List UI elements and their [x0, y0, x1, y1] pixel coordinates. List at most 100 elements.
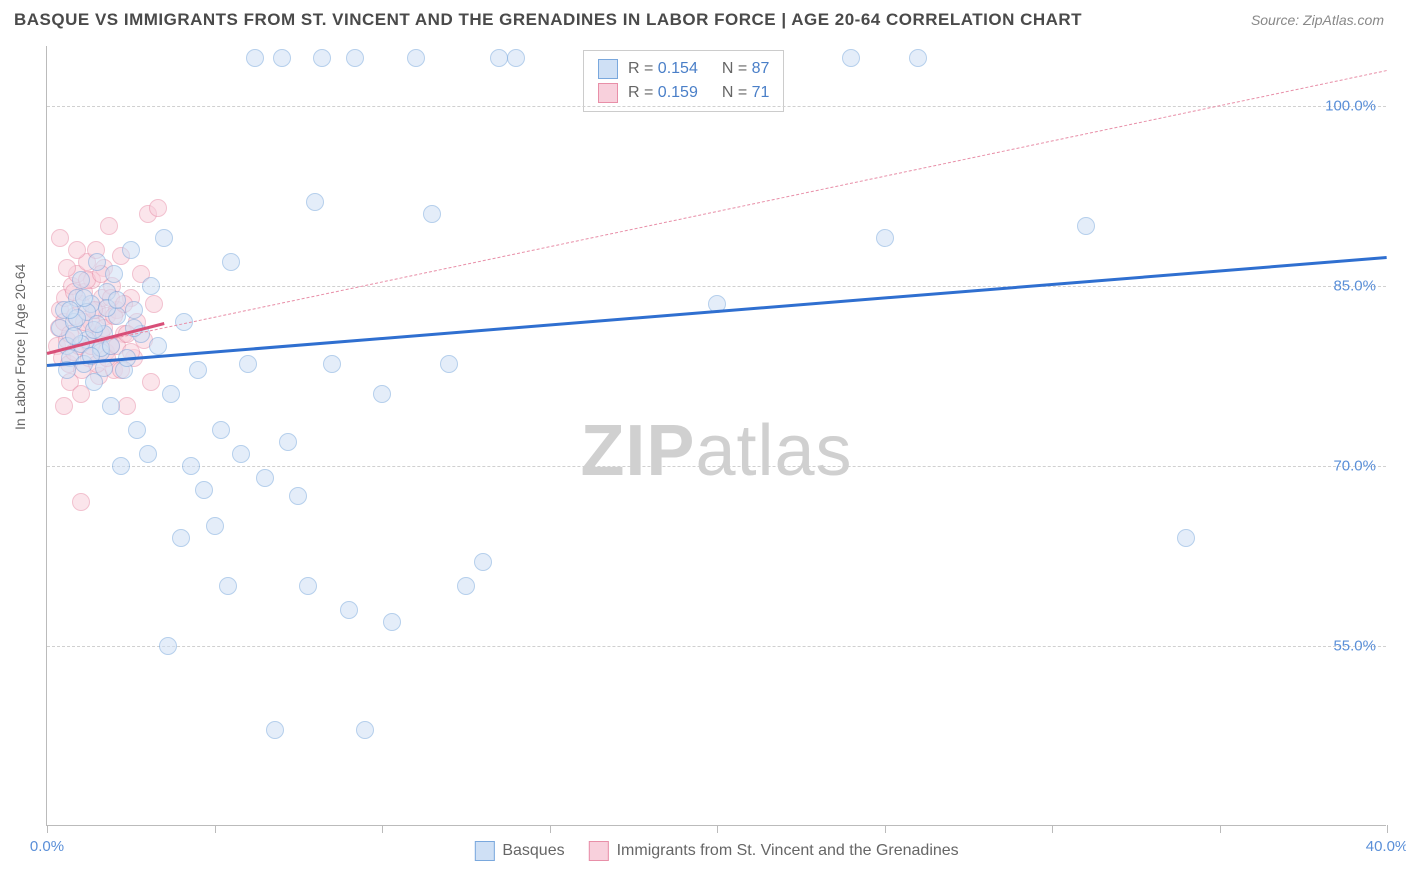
- data-point: [155, 229, 173, 247]
- source-label: Source: ZipAtlas.com: [1251, 12, 1384, 28]
- r-label: R = 0.154: [628, 60, 698, 78]
- x-tick: [717, 825, 718, 833]
- swatch-icon: [598, 83, 618, 103]
- legend-item-immigrants: Immigrants from St. Vincent and the Gren…: [589, 841, 959, 861]
- swatch-icon: [598, 59, 618, 79]
- data-point: [876, 229, 894, 247]
- data-point: [507, 49, 525, 67]
- x-tick: [550, 825, 551, 833]
- data-point: [407, 49, 425, 67]
- x-tick: [47, 825, 48, 833]
- y-tick-label: 55.0%: [1333, 638, 1376, 655]
- data-point: [142, 277, 160, 295]
- y-tick-label: 100.0%: [1325, 98, 1376, 115]
- data-point: [356, 721, 374, 739]
- data-point: [440, 355, 458, 373]
- data-point: [68, 241, 86, 259]
- legend-item-basques: Basques: [474, 841, 564, 861]
- data-point: [55, 397, 73, 415]
- data-point: [105, 265, 123, 283]
- series-legend: Basques Immigrants from St. Vincent and …: [474, 841, 958, 861]
- trend-line: [47, 256, 1387, 367]
- data-point: [222, 253, 240, 271]
- data-point: [289, 487, 307, 505]
- data-point: [122, 241, 140, 259]
- data-point: [145, 295, 163, 313]
- data-point: [108, 291, 126, 309]
- gridline: [47, 106, 1386, 107]
- legend-label: Basques: [502, 842, 564, 860]
- data-point: [102, 397, 120, 415]
- data-point: [273, 49, 291, 67]
- x-tick-label: 0.0%: [30, 838, 64, 855]
- data-point: [149, 199, 167, 217]
- data-point: [383, 613, 401, 631]
- data-point: [159, 637, 177, 655]
- data-point: [195, 481, 213, 499]
- x-tick: [1387, 825, 1388, 833]
- data-point: [88, 315, 106, 333]
- data-point: [118, 397, 136, 415]
- y-tick-label: 70.0%: [1333, 458, 1376, 475]
- data-point: [246, 49, 264, 67]
- data-point: [212, 421, 230, 439]
- data-point: [128, 421, 146, 439]
- data-point: [239, 355, 257, 373]
- data-point: [423, 205, 441, 223]
- y-tick-label: 85.0%: [1333, 278, 1376, 295]
- data-point: [182, 457, 200, 475]
- data-point: [457, 577, 475, 595]
- x-tick: [215, 825, 216, 833]
- data-point: [72, 493, 90, 511]
- data-point: [340, 601, 358, 619]
- data-point: [373, 385, 391, 403]
- data-point: [909, 49, 927, 67]
- data-point: [1177, 529, 1195, 547]
- data-point: [279, 433, 297, 451]
- stats-row: R = 0.154 N = 87: [598, 57, 769, 81]
- data-point: [72, 271, 90, 289]
- data-point: [232, 445, 250, 463]
- swatch-icon: [589, 841, 609, 861]
- data-point: [1077, 217, 1095, 235]
- data-point: [172, 529, 190, 547]
- data-point: [142, 373, 160, 391]
- data-point: [100, 217, 118, 235]
- data-point: [51, 229, 69, 247]
- data-point: [125, 301, 143, 319]
- data-point: [112, 457, 130, 475]
- data-point: [323, 355, 341, 373]
- data-point: [206, 517, 224, 535]
- x-tick: [1052, 825, 1053, 833]
- swatch-icon: [474, 841, 494, 861]
- data-point: [266, 721, 284, 739]
- legend-label: Immigrants from St. Vincent and the Gren…: [617, 842, 959, 860]
- data-point: [842, 49, 860, 67]
- data-point: [139, 445, 157, 463]
- data-point: [299, 577, 317, 595]
- data-point: [256, 469, 274, 487]
- x-tick: [382, 825, 383, 833]
- data-point: [61, 301, 79, 319]
- data-point: [88, 253, 106, 271]
- data-point: [189, 361, 207, 379]
- data-point: [313, 49, 331, 67]
- data-point: [474, 553, 492, 571]
- chart-title: BASQUE VS IMMIGRANTS FROM ST. VINCENT AN…: [14, 10, 1082, 30]
- stats-legend: R = 0.154 N = 87 R = 0.159 N = 71: [583, 50, 784, 112]
- x-tick-label: 40.0%: [1366, 838, 1406, 855]
- stats-row: R = 0.159 N = 71: [598, 81, 769, 105]
- gridline: [47, 646, 1386, 647]
- y-axis-label: In Labor Force | Age 20-64: [12, 264, 28, 430]
- x-tick: [885, 825, 886, 833]
- gridline: [47, 286, 1386, 287]
- data-point: [490, 49, 508, 67]
- data-point: [219, 577, 237, 595]
- data-point: [306, 193, 324, 211]
- r-label: R = 0.159: [628, 84, 698, 102]
- n-label: N = 71: [722, 84, 770, 102]
- x-tick: [1220, 825, 1221, 833]
- data-point: [346, 49, 364, 67]
- gridline: [47, 466, 1386, 467]
- n-label: N = 87: [722, 60, 770, 78]
